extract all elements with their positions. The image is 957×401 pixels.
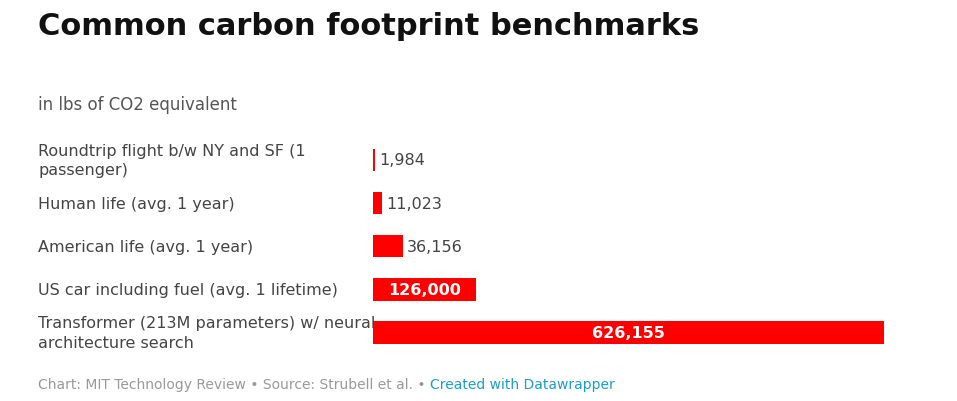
Bar (373, 235, 403, 258)
Text: Roundtrip flight b/w NY and SF (1
passenger): Roundtrip flight b/w NY and SF (1 passen… (38, 143, 306, 178)
Text: 36,156: 36,156 (407, 239, 463, 254)
Text: Common carbon footprint benchmarks: Common carbon footprint benchmarks (38, 12, 700, 41)
Text: Created with Datawrapper: Created with Datawrapper (431, 377, 615, 391)
Text: Transformer (213M parameters) w/ neural
architecture search: Transformer (213M parameters) w/ neural … (38, 315, 376, 350)
Bar (373, 150, 375, 172)
Text: 626,155: 626,155 (592, 325, 665, 340)
Text: 1,984: 1,984 (379, 153, 425, 168)
Text: US car including fuel (avg. 1 lifetime): US car including fuel (avg. 1 lifetime) (38, 282, 338, 297)
Text: 11,023: 11,023 (387, 196, 442, 211)
Bar (373, 278, 476, 301)
Text: in lbs of CO2 equivalent: in lbs of CO2 equivalent (38, 96, 237, 114)
Text: 126,000: 126,000 (389, 282, 461, 297)
Text: Chart: MIT Technology Review • Source: Strubell et al. •: Chart: MIT Technology Review • Source: S… (38, 377, 431, 391)
Text: American life (avg. 1 year): American life (avg. 1 year) (38, 239, 254, 254)
Text: Chart: MIT Technology Review • Source: Strubell et al. •: Chart: MIT Technology Review • Source: S… (38, 377, 431, 391)
Bar (373, 192, 382, 215)
Bar (373, 322, 884, 344)
Text: Human life (avg. 1 year): Human life (avg. 1 year) (38, 196, 234, 211)
